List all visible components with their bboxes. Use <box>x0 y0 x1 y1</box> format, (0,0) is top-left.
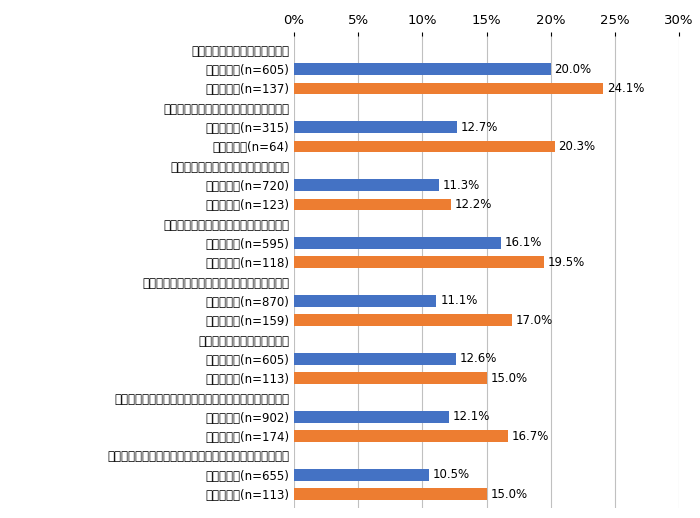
Bar <box>294 430 508 442</box>
Bar <box>294 63 551 75</box>
Bar <box>294 179 439 191</box>
Text: 12.7%: 12.7% <box>461 121 498 134</box>
Text: 19.5%: 19.5% <box>548 256 585 269</box>
Bar <box>294 488 486 500</box>
Text: 11.3%: 11.3% <box>443 179 480 192</box>
Text: 15.0%: 15.0% <box>490 372 528 385</box>
Bar <box>294 140 554 152</box>
Text: 16.1%: 16.1% <box>505 237 542 250</box>
Bar <box>294 237 500 249</box>
Text: 10.5%: 10.5% <box>433 468 470 481</box>
Text: 15.0%: 15.0% <box>490 487 528 500</box>
Text: 24.1%: 24.1% <box>607 82 645 95</box>
Text: 16.7%: 16.7% <box>512 429 550 443</box>
Bar <box>294 353 456 365</box>
Text: 20.0%: 20.0% <box>554 63 591 76</box>
Bar <box>294 314 512 326</box>
Text: 12.1%: 12.1% <box>453 410 491 423</box>
Bar <box>294 256 545 268</box>
Bar <box>294 295 437 307</box>
Text: 12.2%: 12.2% <box>454 198 492 211</box>
Text: 17.0%: 17.0% <box>516 314 553 327</box>
Bar <box>294 121 457 133</box>
Text: 20.3%: 20.3% <box>559 140 596 153</box>
Bar <box>294 83 603 94</box>
Bar <box>294 411 449 423</box>
Bar <box>294 198 451 210</box>
Text: 12.6%: 12.6% <box>459 352 497 365</box>
Bar <box>294 469 428 481</box>
Text: 11.1%: 11.1% <box>440 294 477 307</box>
Bar <box>294 372 486 384</box>
